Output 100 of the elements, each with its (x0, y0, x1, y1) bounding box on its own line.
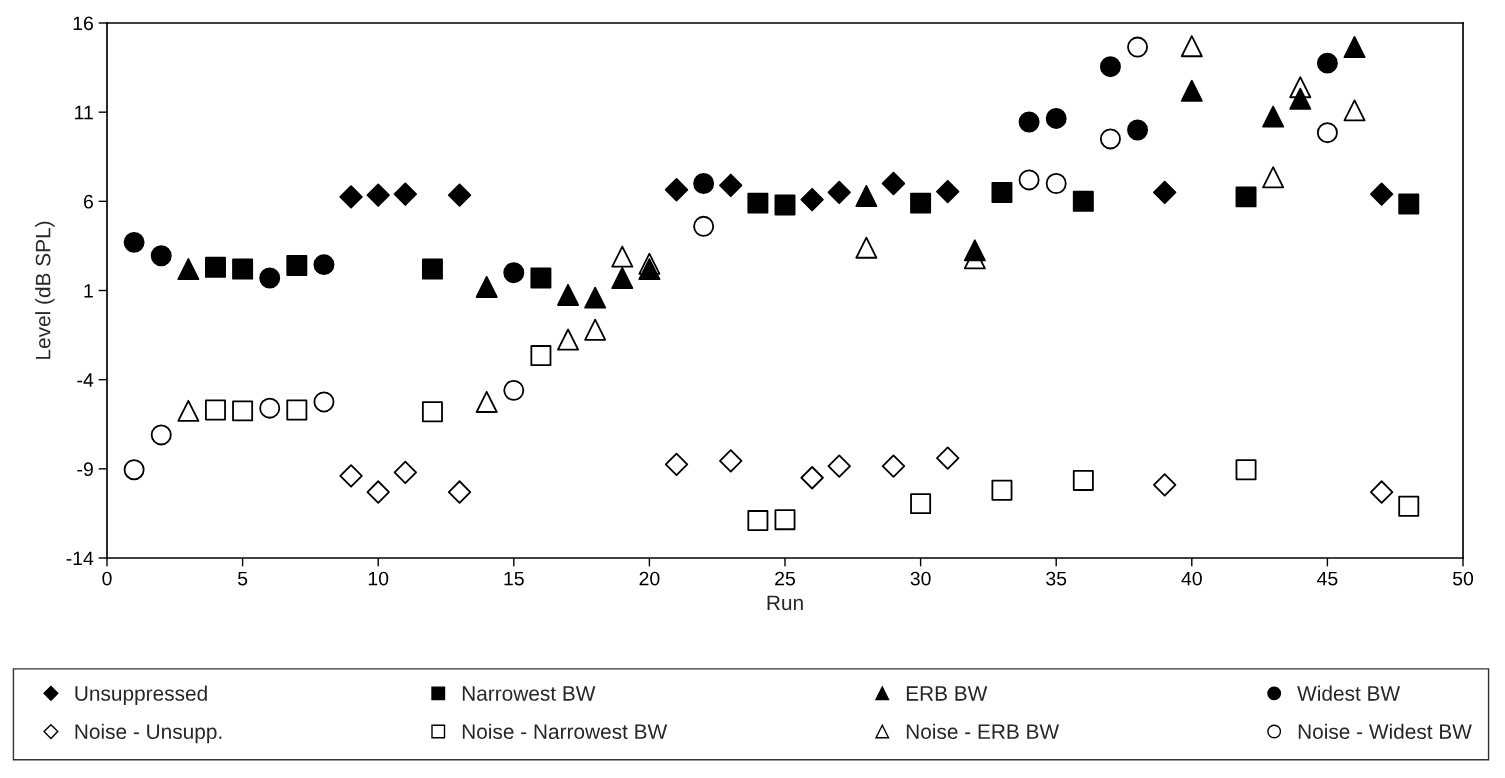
point (827, 180, 851, 205)
x-axis-title: Run (767, 595, 803, 611)
y-tick-label: 16 (73, 16, 93, 31)
y-tick-label: -9 (77, 462, 93, 477)
legend-label: Noise - Widest BW (1298, 723, 1472, 740)
x-tick-label: 45 (1317, 571, 1338, 586)
point (1235, 186, 1257, 208)
point (393, 460, 417, 485)
x-tick-label: 20 (639, 571, 660, 586)
point (774, 509, 796, 531)
point (774, 194, 796, 216)
point (1316, 52, 1338, 74)
point (1099, 56, 1121, 78)
point (421, 401, 443, 423)
legend-label: ERB BW (906, 686, 988, 701)
y-tick-label: 1 (84, 284, 93, 298)
point (1235, 459, 1257, 481)
point (1180, 35, 1203, 58)
point (366, 183, 390, 207)
point (393, 182, 417, 206)
point (232, 400, 254, 422)
point (447, 480, 472, 504)
point (827, 454, 851, 478)
point (611, 245, 634, 268)
x-tick-label: 30 (910, 571, 931, 586)
point (259, 397, 281, 419)
point (530, 345, 552, 367)
point (1099, 128, 1121, 150)
point (421, 258, 443, 280)
point (936, 179, 960, 204)
point (1369, 182, 1394, 206)
point (584, 318, 607, 341)
legend-label: Noise - Narrowest BW (462, 723, 668, 740)
point (881, 454, 906, 478)
point (123, 459, 145, 481)
y-axis-title: Level (dB SPL) (35, 221, 55, 359)
y-tick-label: -4 (77, 373, 94, 387)
point (1289, 87, 1312, 110)
legend-label: Unsuppressed (75, 685, 207, 705)
point (747, 192, 769, 214)
point (693, 215, 715, 237)
point (800, 187, 824, 212)
point (719, 449, 743, 473)
point (1262, 166, 1285, 189)
point (910, 192, 932, 214)
point (991, 181, 1013, 203)
point (177, 399, 200, 422)
point (664, 452, 689, 477)
x-tick-label: 40 (1181, 571, 1202, 586)
point (936, 446, 960, 470)
legend-label: Narrowest BW (462, 686, 596, 701)
point (286, 255, 308, 277)
point (1045, 107, 1067, 129)
point (855, 185, 878, 207)
point (557, 283, 580, 306)
point (177, 258, 200, 281)
point (991, 479, 1013, 501)
point (259, 267, 281, 289)
point (123, 231, 145, 253)
point (503, 262, 525, 284)
point (664, 178, 689, 202)
point (584, 286, 607, 309)
point (339, 185, 363, 209)
point (1153, 180, 1177, 205)
point (1018, 169, 1040, 191)
point (1398, 495, 1420, 517)
point (313, 254, 335, 276)
point (286, 399, 308, 421)
point (1153, 473, 1177, 497)
point (881, 171, 906, 196)
point (1018, 111, 1040, 133)
x-tick-label: 0 (102, 571, 112, 586)
point (366, 480, 390, 504)
point (205, 256, 226, 278)
point (719, 173, 743, 197)
point (557, 328, 580, 351)
point (1343, 36, 1366, 59)
point (855, 236, 878, 259)
point (232, 258, 254, 280)
x-tick-label: 5 (237, 571, 248, 586)
point (638, 258, 661, 281)
y-tick-label: 11 (75, 105, 93, 120)
point (313, 391, 335, 413)
point (1072, 190, 1094, 212)
point (503, 379, 525, 401)
point (150, 424, 172, 446)
legend-label: Noise - ERB BW (906, 723, 1060, 740)
x-tick-label: 35 (1046, 571, 1067, 586)
legend-label: Noise - Unsupp. (75, 723, 222, 744)
point (1180, 79, 1203, 102)
point (205, 399, 226, 421)
x-tick-label: 10 (368, 571, 389, 586)
x-tick-label: 15 (504, 571, 524, 586)
point (339, 464, 363, 488)
point (747, 510, 769, 532)
x-tick-label: 25 (775, 571, 795, 586)
point (447, 183, 472, 207)
point (611, 267, 634, 289)
point (530, 267, 552, 289)
point (1316, 122, 1338, 144)
